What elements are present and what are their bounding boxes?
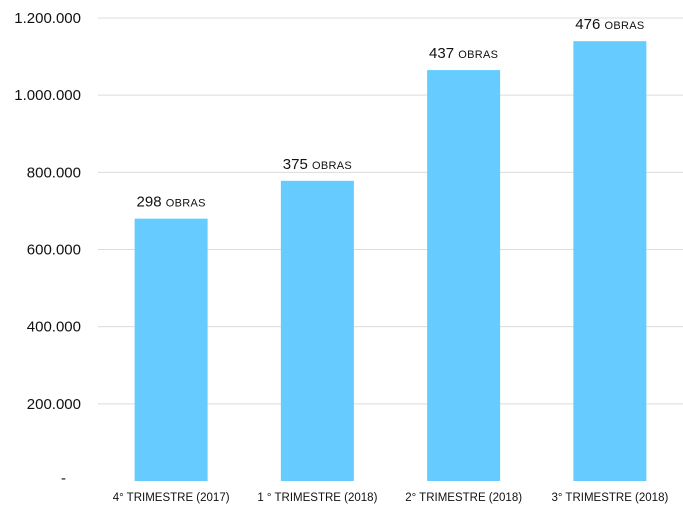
data-label: 298 OBRAS	[137, 194, 206, 211]
y-tick-label: 200.000	[27, 396, 81, 413]
x-category-label: 2° TRIMESTRE (2018)	[405, 492, 522, 504]
x-category-label: 4° TRIMESTRE (2017)	[113, 492, 230, 504]
y-tick-label: 800.000	[27, 164, 81, 181]
x-category-label: 1 ° TRIMESTRE (2018)	[257, 492, 377, 504]
bar	[134, 218, 208, 481]
bar	[427, 70, 501, 482]
y-tick-label: 600.000	[27, 242, 81, 259]
data-labels: 298 OBRAS 375 OBRAS 437 OBRAS 476 OBRAS	[137, 16, 645, 210]
data-label: 375 OBRAS	[283, 156, 352, 173]
bar	[573, 41, 647, 482]
bar	[280, 180, 354, 482]
bars	[134, 41, 647, 482]
y-tick-label: 1.000.000	[14, 87, 81, 104]
x-category-label: 3° TRIMESTRE (2018)	[551, 492, 668, 504]
y-tick-label: -	[61, 470, 66, 487]
y-tick-label: 1.200.000	[14, 10, 81, 27]
y-tick-label: 400.000	[27, 319, 81, 336]
y-axis-tick-labels: - 200.000 400.000 600.000 800.000 1.000.000 1.…	[14, 10, 81, 487]
x-axis-category-labels: 4° TRIMESTRE (2017) 1 ° TRIMESTRE (2018) 2…	[113, 492, 669, 504]
data-label: 437 OBRAS	[429, 45, 498, 62]
data-label: 476 OBRAS	[575, 16, 644, 33]
